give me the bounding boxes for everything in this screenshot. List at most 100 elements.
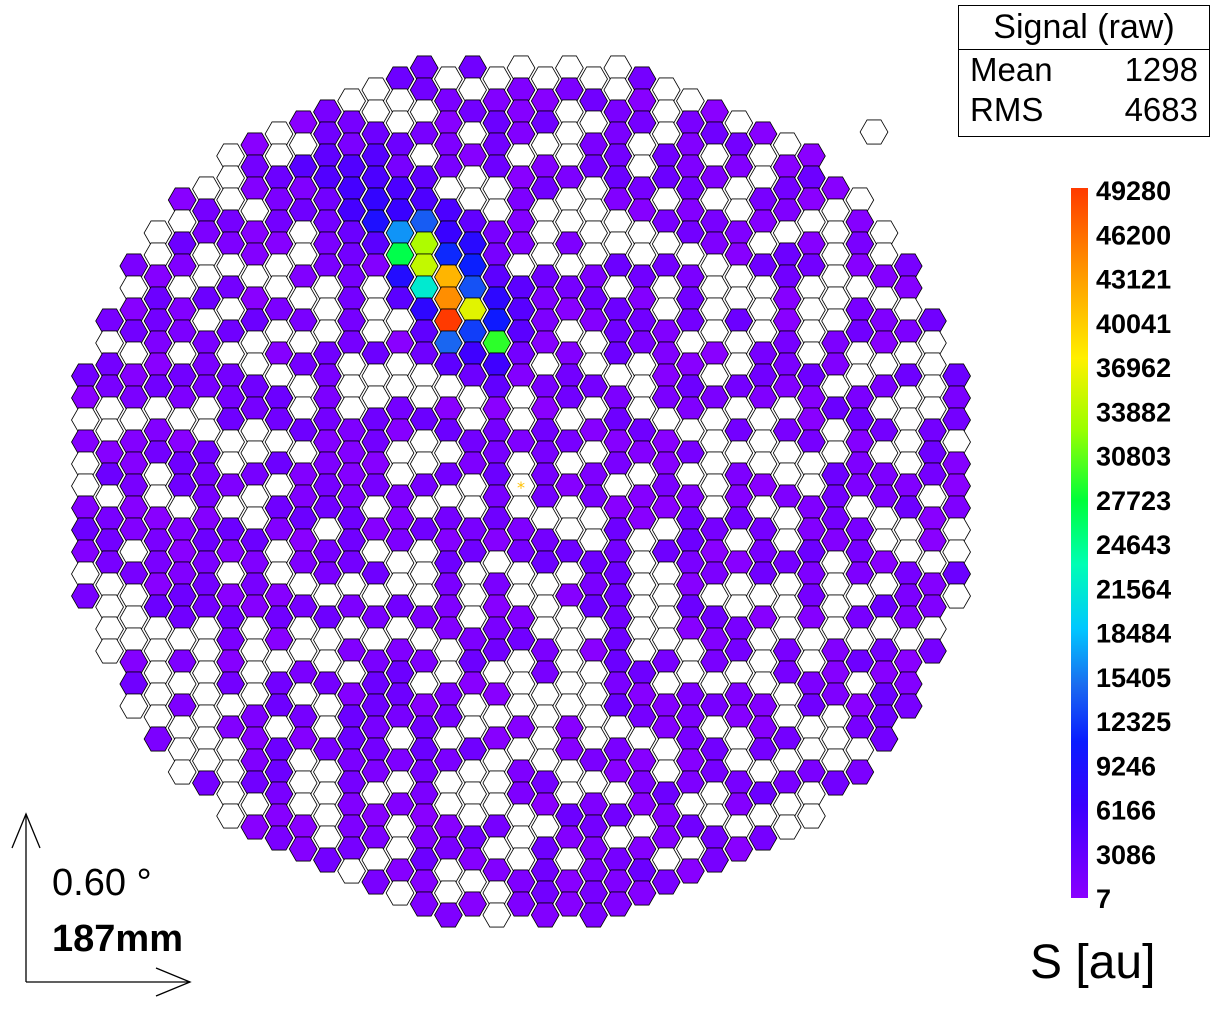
camera-pixel	[385, 880, 415, 906]
camera-pixel	[119, 451, 149, 477]
camera-pixel	[893, 605, 923, 631]
camera-pixel	[264, 209, 294, 235]
camera-pixel	[530, 902, 560, 928]
camera-pixel	[385, 396, 415, 422]
camera-pixel	[167, 759, 197, 785]
camera-pixel	[167, 297, 197, 323]
camera-pixel	[821, 528, 850, 554]
camera-pixel	[579, 286, 608, 312]
camera-pixel	[385, 176, 415, 202]
camera-pixel	[337, 352, 366, 378]
camera-pixel	[627, 748, 657, 774]
camera-pixel	[724, 440, 754, 466]
camera-pixel	[337, 506, 366, 532]
camera-pixel	[579, 484, 608, 510]
camera-pixel	[506, 209, 536, 235]
camera-pixel	[313, 451, 342, 477]
camera-pixel	[821, 550, 850, 576]
camera-pixel	[119, 319, 149, 345]
camera-pixel	[506, 231, 536, 257]
camera-pixel	[845, 209, 875, 235]
camera-pixel	[482, 242, 512, 268]
camera-pixel	[530, 154, 560, 180]
camera-pixel	[845, 693, 875, 719]
camera-pixel	[240, 242, 270, 268]
camera-pixel	[651, 869, 681, 895]
camera-pixel	[700, 121, 729, 147]
camera-pixel	[482, 440, 512, 466]
camera-pixel	[385, 66, 415, 92]
camera-pixel	[748, 737, 778, 763]
camera-pixel	[313, 715, 342, 741]
camera-pixel	[506, 451, 536, 477]
camera-pixel	[458, 649, 487, 675]
camera-pixel	[845, 517, 875, 543]
camera-pixel	[506, 715, 536, 741]
camera-pixel	[797, 671, 826, 697]
camera-pixel	[288, 506, 318, 532]
camera-pixel	[700, 759, 729, 785]
camera-pixel	[603, 561, 633, 587]
camera-pixel	[676, 682, 705, 708]
camera-pixel	[458, 869, 487, 895]
camera-pixel	[337, 616, 366, 642]
camera-pixel	[434, 462, 463, 488]
camera-pixel	[337, 814, 366, 840]
camera-pixel	[143, 528, 173, 554]
camera-pixel	[143, 330, 173, 356]
camera-pixel	[409, 781, 439, 807]
camera-pixel	[797, 737, 826, 763]
camera-pixel	[361, 275, 391, 301]
camera-pixel	[579, 616, 608, 642]
camera-pixel	[167, 693, 197, 719]
camera-pixel	[313, 407, 342, 433]
camera-pixel	[772, 550, 802, 576]
camera-pixel	[724, 308, 754, 334]
camera-pixel	[361, 209, 391, 235]
stats-mean-value: 1298	[1124, 51, 1198, 88]
camera-pixel	[240, 264, 270, 290]
camera-pixel	[506, 429, 536, 455]
camera-pixel	[676, 242, 705, 268]
scale-length-label: 187mm	[52, 918, 183, 960]
camera-pixel	[143, 220, 173, 246]
camera-pixel	[893, 429, 923, 455]
camera-pixel	[337, 726, 366, 752]
camera-pixel	[700, 693, 729, 719]
camera-pixel	[71, 495, 100, 521]
camera-pixel	[869, 616, 899, 642]
camera-pixel	[700, 165, 729, 191]
camera-pixel	[313, 319, 342, 345]
camera-pixel	[676, 88, 705, 114]
camera-pixel	[603, 451, 633, 477]
camera-pixel	[748, 451, 778, 477]
camera-pixel	[216, 605, 245, 631]
camera-pixel	[458, 385, 487, 411]
camera-pixel	[845, 737, 875, 763]
camera-pixel	[434, 858, 463, 884]
camera-pixel	[700, 429, 729, 455]
camera-pixel	[482, 154, 512, 180]
camera-pixel	[797, 473, 826, 499]
camera-pixel	[458, 187, 487, 213]
camera-pixel	[651, 583, 681, 609]
camera-pixel	[676, 220, 705, 246]
camera-pixel	[385, 506, 415, 532]
camera-pixel	[603, 385, 633, 411]
camera-pixel	[627, 66, 657, 92]
camera-pixel	[530, 880, 560, 906]
camera-pixel	[579, 836, 608, 862]
camera-pixel	[676, 660, 705, 686]
camera-pixel	[627, 704, 657, 730]
camera-pixel	[337, 198, 366, 224]
camera-pixel	[434, 286, 463, 312]
camera-pixel	[167, 561, 197, 587]
camera-pixel	[651, 341, 681, 367]
camera-pixel	[869, 682, 899, 708]
camera-pixel	[95, 484, 124, 510]
camera-pixel	[216, 143, 245, 169]
camera-pixel	[893, 451, 923, 477]
camera-pixel	[918, 418, 947, 444]
camera-pixel	[264, 275, 294, 301]
camera-pixel	[918, 594, 947, 620]
